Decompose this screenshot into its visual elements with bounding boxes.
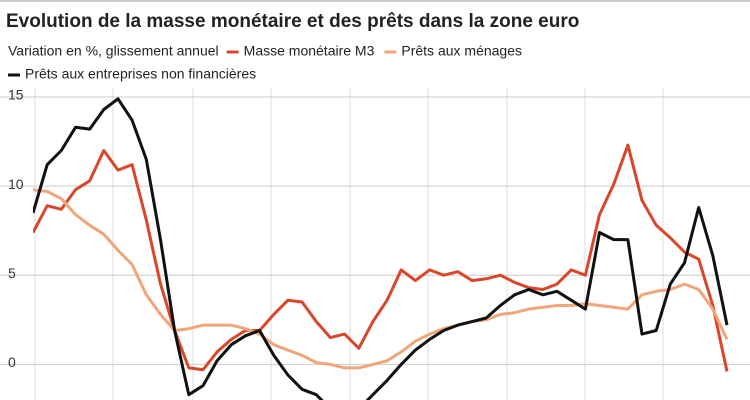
y-tick-label: 0 [8, 354, 16, 370]
series-line [33, 97, 729, 400]
y-tick-label: 15 [8, 87, 24, 103]
series-line [33, 143, 729, 372]
legend-label: Prêts aux ménages [401, 43, 522, 59]
y-tick-label: 5 [8, 265, 16, 281]
chart-title: Evolution de la masse monétaire et des p… [6, 11, 579, 32]
chart-subtitle: Variation en %, glissement annuel [8, 43, 219, 59]
plot-area [33, 97, 729, 400]
y-tick-label: 10 [8, 176, 24, 192]
series-line [33, 188, 729, 370]
legend-label: Masse monétaire M3 [244, 43, 375, 59]
legend-label: Prêts aux entreprises non financières [25, 66, 256, 82]
vertical-grid [34, 88, 664, 400]
